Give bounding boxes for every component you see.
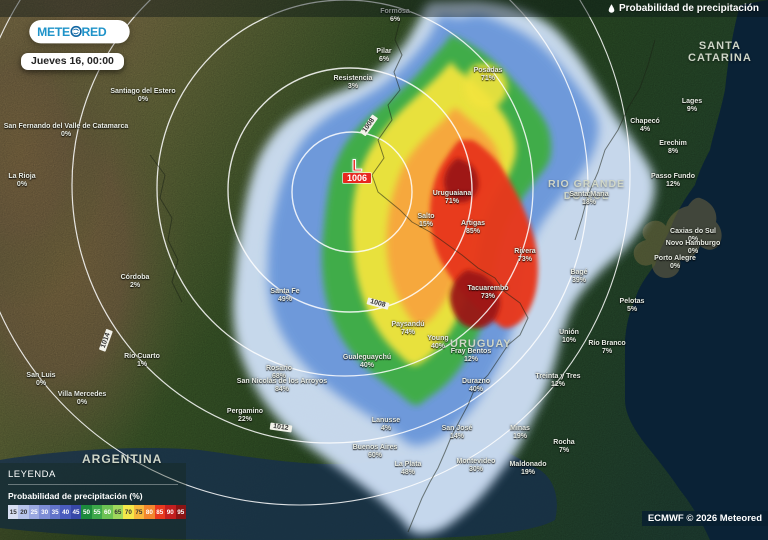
svg-text:METE: METE [37,25,70,39]
svg-text:RED: RED [81,25,106,39]
